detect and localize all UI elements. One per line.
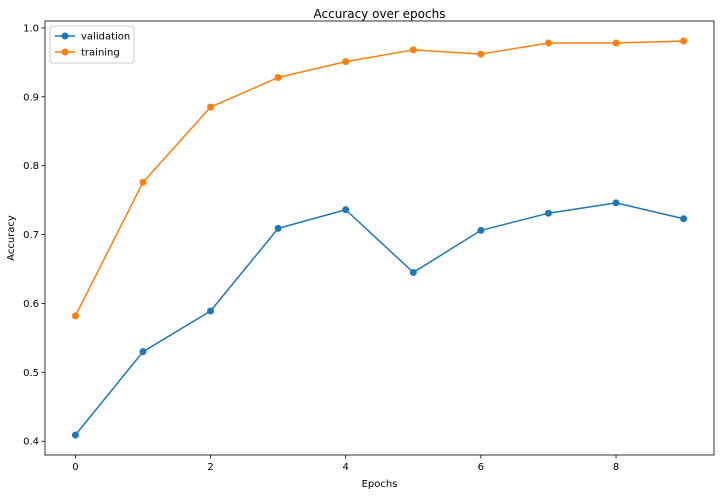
- x-tick-label-0: 0: [72, 462, 78, 473]
- y-tick-label-0.4: 0.4: [23, 437, 39, 448]
- plot-area: [71, 37, 688, 439]
- data-point-validation-9: [680, 215, 688, 223]
- y-tick-label-1.0: 1.0: [23, 23, 39, 34]
- series-line-validation: [74, 202, 684, 436]
- data-point-training-2: [207, 103, 215, 111]
- x-tick-label-6: 6: [478, 462, 484, 473]
- legend: validation training: [49, 25, 135, 64]
- y-axis: 0.4 0.5 0.6 0.7 0.8 0.9 1.0: [23, 23, 45, 448]
- x-tick-label-4: 4: [343, 462, 349, 473]
- data-point-training-4: [342, 58, 350, 66]
- data-point-validation-0: [71, 431, 79, 439]
- legend-marker-training: [61, 48, 69, 56]
- data-point-training-7: [544, 39, 552, 47]
- data-point-validation-4: [342, 206, 350, 214]
- data-point-validation-3: [274, 224, 282, 232]
- data-point-validation-5: [409, 268, 417, 276]
- plot-frame: [44, 20, 715, 456]
- x-tick-label-8: 8: [613, 462, 619, 473]
- legend-label-training: training: [81, 48, 120, 59]
- y-tick-label-0.7: 0.7: [23, 230, 39, 241]
- y-tick-label-0.5: 0.5: [23, 368, 39, 379]
- y-tick-label-0.8: 0.8: [23, 161, 39, 172]
- data-point-training-8: [612, 39, 620, 47]
- data-point-validation-2: [207, 307, 215, 315]
- y-axis-label: Accuracy: [6, 215, 17, 261]
- legend-label-validation: validation: [81, 32, 130, 43]
- y-tick-label-0.9: 0.9: [23, 92, 39, 103]
- data-point-validation-7: [544, 209, 552, 217]
- data-point-validation-8: [612, 199, 620, 207]
- data-point-validation-1: [139, 348, 147, 356]
- data-point-validation-6: [477, 226, 485, 234]
- data-point-training-3: [274, 73, 282, 81]
- data-point-training-1: [139, 178, 147, 186]
- data-point-training-9: [680, 37, 688, 45]
- x-axis: 0 2 4 6 8: [72, 455, 619, 473]
- x-tick-label-2: 2: [207, 462, 213, 473]
- data-point-training-6: [477, 50, 485, 58]
- data-point-training-0: [71, 312, 79, 320]
- series-line-training: [74, 40, 684, 317]
- data-point-training-5: [409, 46, 417, 54]
- legend-marker-validation: [61, 32, 69, 40]
- y-tick-label-0.6: 0.6: [23, 299, 39, 310]
- chart-title: Accuracy over epochs: [314, 7, 446, 21]
- x-axis-label: Epochs: [362, 479, 398, 490]
